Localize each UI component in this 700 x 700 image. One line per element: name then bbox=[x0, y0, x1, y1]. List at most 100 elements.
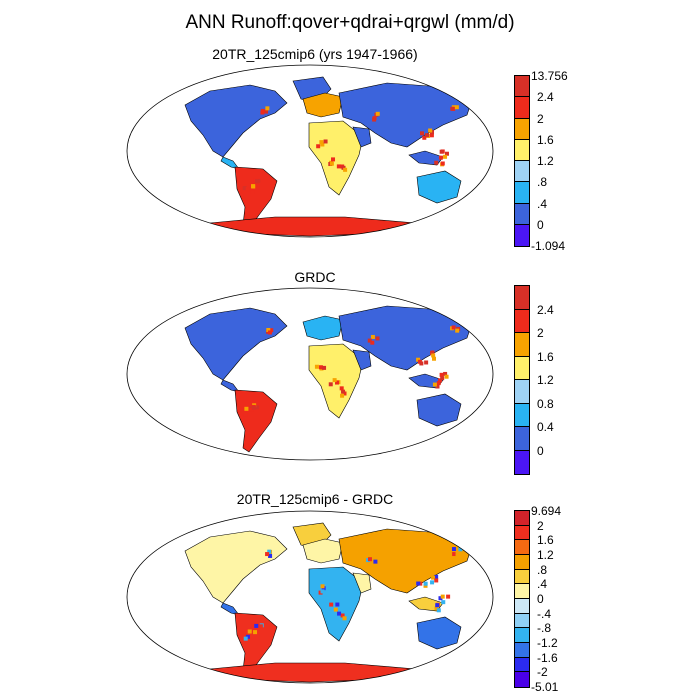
australia-landmass bbox=[416, 393, 462, 427]
grid-cell bbox=[435, 384, 440, 389]
antarctica-landmass bbox=[209, 216, 417, 237]
grid-cell bbox=[438, 155, 443, 160]
grid-cell bbox=[341, 165, 346, 170]
panel-3-map bbox=[126, 510, 494, 684]
grid-cell bbox=[428, 128, 433, 133]
colorbar-swatch bbox=[515, 139, 529, 161]
grid-cell bbox=[334, 380, 339, 385]
grid-cell bbox=[425, 133, 430, 138]
grid-cell bbox=[253, 630, 258, 635]
grid-cell bbox=[331, 157, 336, 162]
panel-3-colorbar bbox=[514, 510, 530, 688]
grid-cell bbox=[432, 382, 437, 387]
grid-cell bbox=[342, 616, 347, 621]
panel-3-title: 20TR_125cmip6 - GRDC bbox=[236, 491, 394, 507]
grid-cell bbox=[434, 160, 439, 165]
colorbar-label: -.4 bbox=[537, 606, 552, 621]
colorbar-swatch bbox=[515, 540, 529, 555]
grid-cell bbox=[339, 386, 344, 391]
colorbar-label: 1.6 bbox=[537, 533, 554, 548]
grid-cell bbox=[438, 596, 443, 601]
arabia-landmass bbox=[352, 126, 372, 148]
grid-cell bbox=[269, 328, 274, 333]
grid-cell bbox=[337, 611, 342, 616]
grid-cell bbox=[424, 360, 429, 365]
grid-cell bbox=[251, 184, 256, 189]
grid-cell bbox=[434, 606, 439, 611]
colorbar-label: 2.4 bbox=[537, 302, 554, 317]
colorbar-swatch bbox=[515, 309, 529, 333]
grid-cell bbox=[440, 376, 445, 381]
colorbar-label: 1.2 bbox=[537, 373, 554, 387]
grid-cell bbox=[436, 381, 441, 386]
grid-cell bbox=[266, 328, 271, 333]
panel-1-map bbox=[126, 64, 494, 238]
grid-cell bbox=[444, 151, 449, 156]
grid-cell bbox=[441, 600, 446, 605]
grid-cell bbox=[329, 602, 334, 607]
grid-cell bbox=[440, 594, 445, 599]
grid-cell bbox=[323, 139, 328, 144]
grid-cell bbox=[316, 144, 321, 149]
colorbar-swatch bbox=[515, 598, 529, 614]
grid-cell bbox=[260, 108, 265, 113]
colorbar-swatch bbox=[515, 427, 529, 451]
grid-cell bbox=[423, 583, 428, 588]
grid-cell bbox=[451, 547, 456, 552]
grid-cell bbox=[452, 552, 457, 557]
grid-cell bbox=[432, 356, 437, 361]
grid-cell bbox=[247, 629, 252, 634]
australia-landmass bbox=[416, 170, 462, 204]
grid-cell bbox=[322, 365, 327, 370]
colorbar-label: 0 bbox=[537, 592, 544, 606]
colorbar-swatch bbox=[515, 672, 529, 687]
grid-cell bbox=[333, 607, 338, 612]
colorbar-swatch bbox=[515, 628, 529, 643]
grid-cell bbox=[434, 574, 439, 579]
grid-cell bbox=[329, 161, 334, 166]
colorbar-swatch bbox=[515, 584, 529, 599]
colorbar-swatch bbox=[515, 182, 529, 204]
north-america-landmass bbox=[184, 84, 288, 158]
grid-cell bbox=[439, 149, 444, 154]
colorbar-swatch bbox=[515, 118, 529, 140]
colorbar-label: 0 bbox=[537, 217, 544, 232]
colorbar-label: 2 bbox=[537, 111, 544, 126]
colorbar-label: -5.01 bbox=[531, 680, 559, 694]
colorbar-swatch bbox=[515, 286, 529, 310]
grid-cell bbox=[439, 372, 444, 377]
grid-cell bbox=[340, 613, 345, 618]
grid-cell bbox=[344, 610, 349, 615]
colorbar-label: -.8 bbox=[537, 621, 552, 636]
colorbar-swatch bbox=[515, 224, 529, 246]
grid-cell bbox=[429, 133, 434, 138]
europe-landmass bbox=[302, 92, 344, 118]
colorbar-label: .4 bbox=[537, 196, 548, 211]
grid-cell bbox=[440, 161, 445, 166]
grid-cell bbox=[320, 589, 325, 594]
colorbar-label: -1.6 bbox=[537, 650, 558, 665]
colorbar-label: 9.694 bbox=[531, 504, 562, 518]
grid-cell bbox=[264, 109, 269, 114]
grid-cell bbox=[250, 190, 255, 195]
grid-cell bbox=[370, 334, 375, 339]
grid-cell bbox=[268, 553, 273, 558]
grid-cell bbox=[430, 580, 435, 585]
grid-cell bbox=[258, 624, 263, 629]
colorbar-swatch bbox=[515, 657, 529, 673]
grid-cell bbox=[446, 594, 451, 599]
grid-cell bbox=[319, 140, 324, 145]
grid-cell bbox=[420, 131, 425, 136]
grid-cell bbox=[416, 581, 421, 586]
colorbar-label: 0.8 bbox=[537, 396, 554, 411]
colorbar-swatch bbox=[515, 554, 529, 570]
colorbar-swatch bbox=[515, 333, 529, 357]
colorbar-label: .4 bbox=[537, 577, 548, 592]
colorbar-label: 2.4 bbox=[537, 90, 554, 105]
grid-cell bbox=[243, 636, 248, 641]
colorbar-label: 1.6 bbox=[537, 349, 554, 364]
grid-cell bbox=[367, 557, 372, 562]
map-outline bbox=[126, 287, 494, 461]
colorbar-swatch bbox=[515, 403, 529, 427]
panel-2-title: GRDC bbox=[294, 269, 336, 285]
